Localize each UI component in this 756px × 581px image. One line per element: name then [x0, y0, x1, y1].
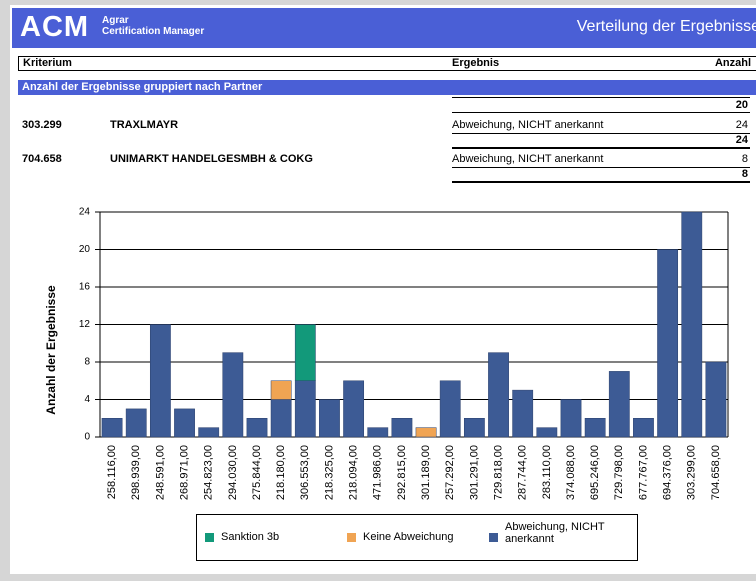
logo: ACM	[20, 11, 90, 43]
x-tick-label: 298.939,00	[130, 445, 142, 500]
legend-label: Sanktion 3b	[221, 531, 280, 543]
x-tick-label: 695.246,00	[589, 445, 601, 500]
legend-swatch	[489, 533, 498, 542]
legend-label: Keine Abweichung	[363, 531, 454, 543]
bar-segment	[367, 427, 389, 438]
bar-segment	[294, 324, 316, 381]
bar-segment	[294, 380, 316, 438]
group-total: 20	[735, 99, 748, 111]
partner-id: 303.299	[22, 119, 62, 131]
bar-segment	[319, 399, 340, 438]
x-tick-label: 729.798,00	[613, 445, 625, 500]
subtitle: Certification Manager	[102, 26, 205, 37]
x-tick-label: 694.376,00	[662, 445, 674, 500]
x-tick-label: 218.094,00	[348, 445, 360, 500]
row-total: 8	[741, 168, 748, 180]
legend-swatch	[347, 533, 356, 542]
bar-segment	[246, 418, 268, 438]
x-tick-label: 257.292,00	[444, 445, 456, 500]
bar-segment	[439, 380, 461, 438]
header-bar: ACM Agrar Certification Manager Verteilu…	[12, 8, 756, 48]
panel	[10, 5, 756, 574]
bar-segment	[391, 418, 413, 438]
bar-segment	[705, 361, 727, 438]
y-tick-label: 8	[84, 357, 90, 368]
x-tick-label: 374.088,00	[565, 445, 577, 500]
count: 8	[741, 153, 748, 165]
bar-segment	[681, 211, 703, 438]
page-title: Verteilung der Ergebnisse	[576, 18, 756, 35]
partner-name: UNIMARKT HANDELGESMBH & COKG	[110, 153, 313, 165]
x-tick-label: 471.986,00	[372, 445, 384, 500]
y-tick-label: 24	[79, 207, 91, 218]
y-tick-label: 0	[84, 432, 90, 443]
x-tick-label: 704.658,00	[710, 445, 722, 500]
x-tick-label: 218.180,00	[275, 445, 287, 500]
partner-name: TRAXLMAYR	[110, 119, 179, 131]
x-tick-label: 292.815,00	[396, 445, 408, 500]
line	[452, 112, 750, 113]
line	[452, 167, 750, 168]
line	[452, 133, 750, 134]
bar-segment	[125, 408, 147, 438]
group-row: Anzahl der Ergebnisse gruppiert nach Par…	[18, 80, 756, 95]
bar-segment	[633, 418, 654, 438]
bar-segment	[657, 249, 679, 438]
bar-segment	[608, 371, 630, 438]
table-header: Kriterium Ergebnis Anzahl	[18, 56, 756, 71]
partner-id: 704.658	[22, 153, 62, 165]
bar-segment	[174, 408, 195, 438]
x-tick-label: 677.767,00	[637, 445, 649, 500]
x-tick-label: 218.325,00	[323, 445, 335, 500]
line	[452, 147, 750, 149]
y-tick-label: 20	[79, 244, 91, 255]
x-tick-label: 729.818,00	[492, 445, 504, 500]
x-tick-label: 301.291,00	[468, 445, 480, 500]
bar-segment	[560, 399, 582, 438]
x-tick-label: 303.299,00	[686, 445, 698, 500]
column-header: Ergebnis	[452, 57, 500, 69]
bar-segment	[149, 324, 171, 438]
x-tick-label: 254.823,00	[203, 445, 215, 500]
x-tick-label: 294.030,00	[227, 445, 239, 500]
bar-segment	[198, 427, 220, 438]
bar-segment	[270, 399, 292, 438]
bar-segment	[512, 389, 534, 438]
x-tick-label: 275.844,00	[251, 445, 263, 500]
bar-segment	[584, 418, 606, 438]
legend-label: Abweichung, NICHT anerkannt	[505, 521, 605, 545]
legend-swatch	[205, 533, 214, 542]
x-tick-label: 287.744,00	[517, 445, 529, 500]
line	[452, 181, 750, 183]
x-tick-label: 306.553,00	[299, 445, 311, 500]
line	[452, 97, 750, 98]
bar-segment	[415, 427, 437, 438]
bar-segment	[488, 352, 509, 438]
x-tick-label: 283.110,00	[541, 445, 553, 499]
legend: Sanktion 3b Keine Abweichung Abweichung, N…	[196, 514, 638, 561]
column-header: Anzahl	[714, 57, 751, 69]
count: 24	[735, 119, 748, 131]
bar-segment	[222, 352, 244, 438]
x-tick-label: 301.189,00	[420, 445, 432, 500]
x-tick-label: 248.591,00	[154, 445, 166, 500]
y-tick-label: 12	[79, 319, 91, 330]
x-tick-label: 268.971,00	[178, 445, 190, 500]
y-tick-label: 16	[79, 282, 91, 293]
bar-segment	[343, 380, 365, 438]
bar-segment	[270, 380, 292, 400]
result: Abweichung, NICHT anerkannt	[452, 119, 604, 131]
row-total: 24	[735, 134, 748, 146]
bar-segment	[101, 418, 123, 438]
result: Abweichung, NICHT anerkannt	[452, 153, 604, 165]
bar-segment	[536, 427, 558, 438]
subtitle: Agrar	[102, 15, 129, 26]
bar-segment	[463, 418, 485, 438]
x-tick-label: 258.116,00	[106, 445, 118, 499]
column-header: Kriterium	[23, 57, 72, 69]
y-tick-label: 4	[84, 394, 90, 405]
y-axis-label: Anzahl der Ergebnisse	[44, 285, 58, 415]
